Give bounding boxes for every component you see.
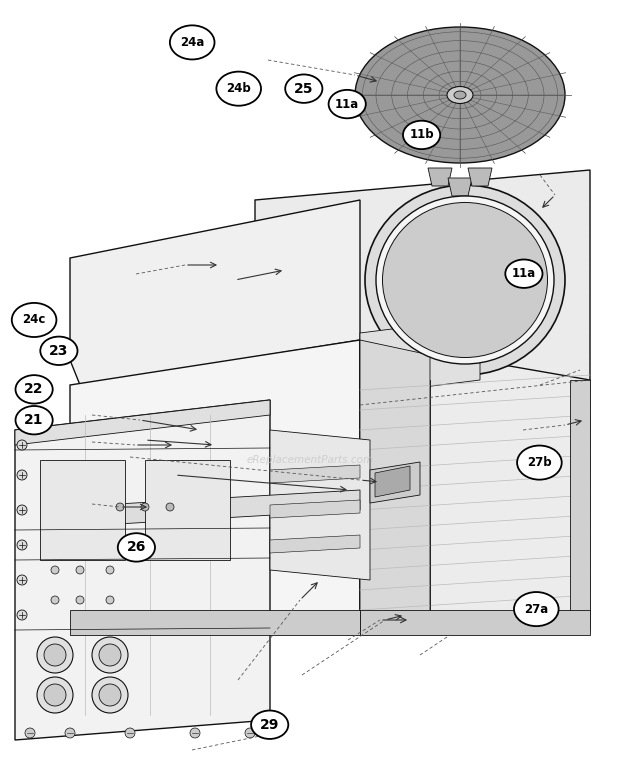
Polygon shape [70,200,360,385]
Polygon shape [40,460,125,560]
Ellipse shape [40,337,78,365]
Circle shape [17,505,27,515]
Polygon shape [270,500,360,518]
Polygon shape [70,610,360,635]
Ellipse shape [216,72,261,106]
Circle shape [51,596,59,604]
Ellipse shape [514,592,559,626]
Ellipse shape [505,260,542,288]
Text: 24c: 24c [22,314,46,326]
Circle shape [17,470,27,480]
Circle shape [125,728,135,738]
Ellipse shape [285,75,322,103]
Circle shape [245,728,255,738]
Text: 24b: 24b [226,82,251,95]
Polygon shape [70,340,360,630]
Circle shape [17,440,27,450]
Circle shape [76,566,84,574]
Polygon shape [15,400,270,740]
Circle shape [166,503,174,511]
Ellipse shape [376,196,554,364]
Polygon shape [360,340,430,630]
Ellipse shape [118,534,155,561]
Ellipse shape [383,203,547,358]
Text: 26: 26 [126,540,146,554]
Circle shape [37,637,73,673]
Polygon shape [15,400,270,445]
Circle shape [25,728,35,738]
Circle shape [44,684,66,706]
Ellipse shape [329,90,366,118]
Circle shape [76,596,84,604]
Ellipse shape [454,91,466,99]
Polygon shape [360,318,480,395]
Ellipse shape [251,711,288,739]
Ellipse shape [12,303,56,337]
Circle shape [37,677,73,713]
Circle shape [44,644,66,666]
Circle shape [99,644,121,666]
Ellipse shape [170,25,215,59]
Circle shape [92,677,128,713]
Circle shape [106,596,114,604]
Text: 22: 22 [24,382,44,396]
Polygon shape [468,168,492,186]
Circle shape [106,566,114,574]
Text: 11b: 11b [409,129,434,141]
Circle shape [116,503,124,511]
Polygon shape [100,490,360,525]
Circle shape [17,540,27,550]
Circle shape [65,728,75,738]
Polygon shape [270,465,360,483]
Circle shape [141,503,149,511]
Text: 25: 25 [294,82,314,96]
Polygon shape [448,178,472,196]
Ellipse shape [365,185,565,375]
Ellipse shape [447,86,473,103]
Circle shape [99,684,121,706]
Ellipse shape [16,406,53,434]
Text: 24a: 24a [180,36,205,49]
Circle shape [51,566,59,574]
Text: 23: 23 [49,344,69,358]
Polygon shape [375,466,410,497]
Polygon shape [570,380,590,630]
Ellipse shape [517,446,562,480]
Polygon shape [360,610,590,635]
Circle shape [17,610,27,620]
Polygon shape [370,462,420,503]
Text: 11a: 11a [512,268,536,280]
Text: 29: 29 [260,718,280,732]
Circle shape [17,575,27,585]
Circle shape [190,728,200,738]
Text: eReplacementParts.com: eReplacementParts.com [246,455,374,465]
Polygon shape [360,340,590,630]
Ellipse shape [403,121,440,149]
Text: 21: 21 [24,413,44,427]
Polygon shape [255,170,590,405]
Circle shape [92,637,128,673]
Polygon shape [428,168,452,186]
Polygon shape [145,460,230,560]
Text: 11a: 11a [335,98,360,110]
Polygon shape [270,535,360,553]
Text: 27a: 27a [524,603,549,615]
Ellipse shape [355,27,565,163]
Text: 27b: 27b [527,456,552,469]
Ellipse shape [16,375,53,403]
Polygon shape [270,430,370,580]
